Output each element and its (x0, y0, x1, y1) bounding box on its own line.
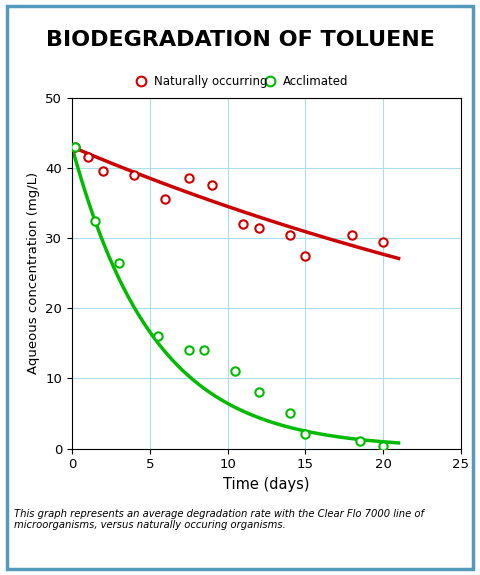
Text: Naturally occurring: Naturally occurring (154, 75, 267, 87)
Y-axis label: Aqueous concentration (mg/L): Aqueous concentration (mg/L) (27, 172, 40, 374)
X-axis label: Time (days): Time (days) (223, 477, 310, 492)
Text: BIODEGRADATION OF TOLUENE: BIODEGRADATION OF TOLUENE (46, 30, 434, 49)
Text: Acclimated: Acclimated (283, 75, 349, 87)
Text: This graph represents an average degradation rate with the Clear Flo 7000 line o: This graph represents an average degrada… (14, 509, 424, 531)
